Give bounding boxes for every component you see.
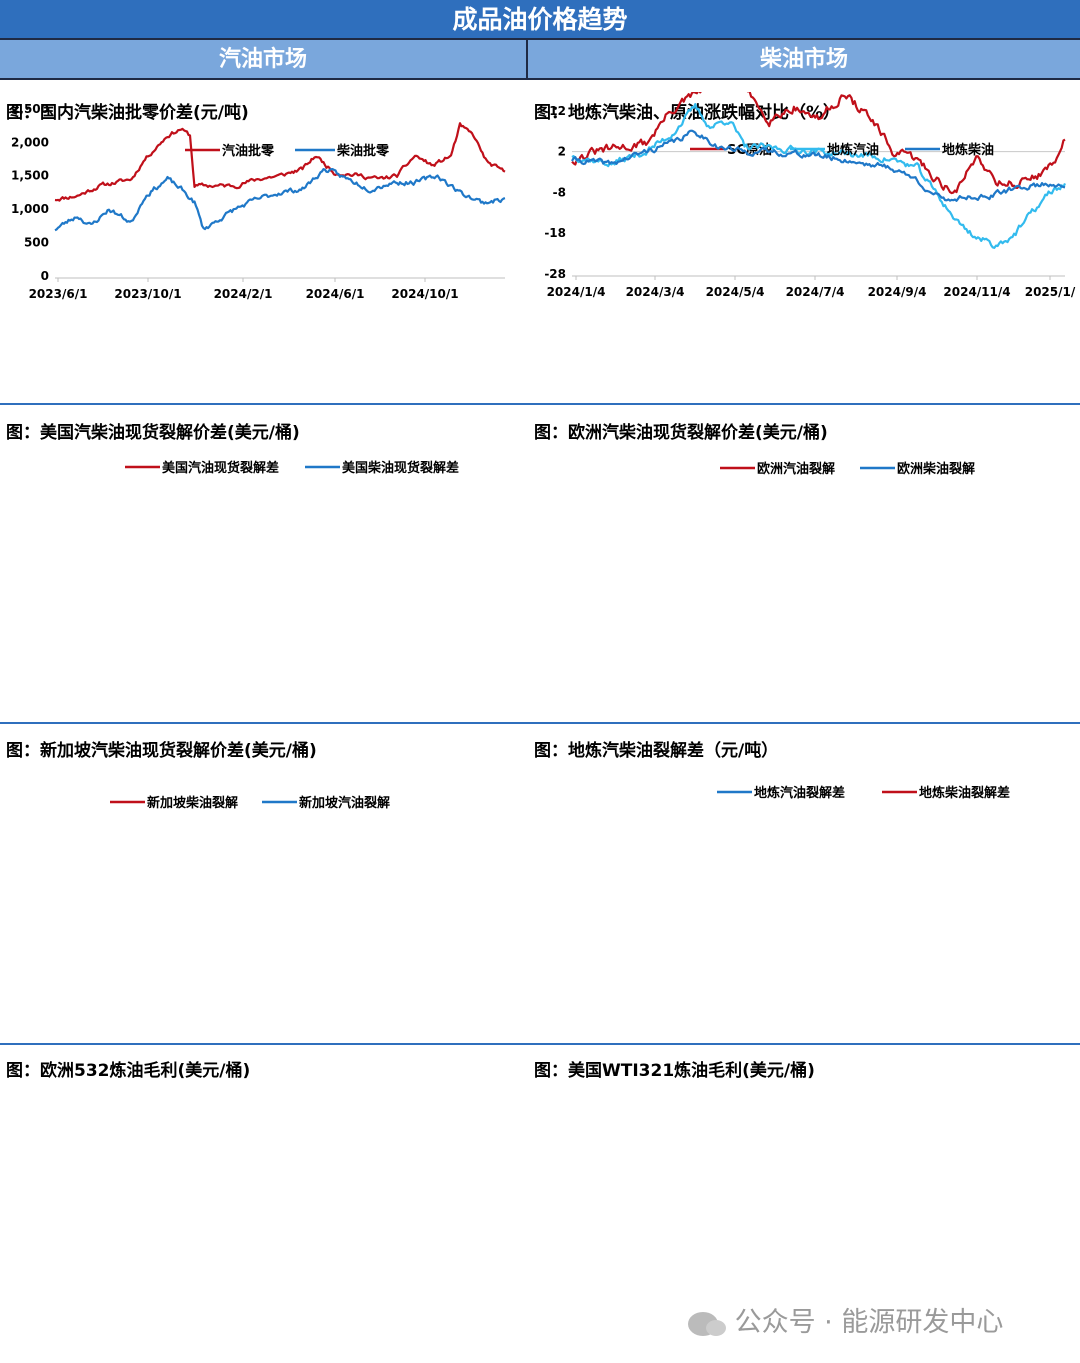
x-tick-label: 2024/7/4 [786, 285, 845, 299]
legend-label: 美国柴油现货裂解差 [342, 460, 459, 476]
chart-panel-c3: 图：美国汽柴油现货裂解价差(美元/桶) 01020304050602023/6/… [0, 412, 528, 720]
x-tick-label: 2024/2/1 [214, 287, 273, 301]
legend-label: 地炼汽油裂解差 [754, 785, 845, 801]
chart-title: 图：地炼汽柴油裂解差（元/吨） [534, 741, 779, 761]
watermark-text: 公众号 · 能源研发中心 [734, 1307, 1004, 1338]
y-tick-label: -8 [553, 185, 566, 199]
x-tick-label: 2024/11/4 [943, 285, 1010, 299]
y-tick-label: 12 [549, 104, 566, 118]
x-tick-label: 2024/5/4 [706, 285, 765, 299]
y-tick-label: 2,500 [11, 102, 49, 116]
divider [0, 722, 1080, 724]
chart-svg: (10)01020304050602023/6/12023/11/12024/4… [720, 461, 975, 477]
wechat-icon [688, 1311, 726, 1336]
chart-title: 图：国内汽柴油批零价差(元/吨) [6, 103, 249, 123]
legend-label: 欧洲柴油裂解 [897, 461, 975, 477]
x-tick-label: 2024/9/4 [868, 285, 927, 299]
legend-label: 新加坡柴油裂解 [147, 795, 238, 811]
x-tick-label: 2024/10/1 [391, 287, 458, 301]
series-line-2 [54, 167, 506, 232]
divider [0, 1043, 1080, 1045]
legend-label: 地炼柴油裂解差 [919, 785, 1010, 801]
chart-panel-c1: 图：国内汽柴油批零价差(元/吨) 0 500 1,000 1,500 2,000 2,50… [0, 92, 528, 402]
legend-label: 柴油批零 [336, 143, 390, 159]
section-header-diesel: 柴油市场 [528, 40, 1080, 80]
y-tick-label: 2 [558, 145, 566, 159]
chart-svg: 01020304050602023/6/22023/9/22023/12/220… [125, 460, 459, 476]
chart-panel-c6: 图：地炼汽柴油裂解差（元/吨） 05001,0001,5002,0002023/… [528, 730, 1080, 1042]
y-tick-label: 2,000 [11, 135, 49, 149]
chart-svg: 05001,0001,5002,0002023/6/102023/10/1020… [717, 785, 1010, 801]
legend-label: 地炼柴油 [942, 142, 994, 158]
x-tick-label: 2024/3/4 [626, 285, 685, 299]
chart-panel-c2: 图：地炼汽柴油、原油涨跌幅对比（%） -28-18-8212222024/1/4… [528, 92, 1080, 402]
chart-title: 图：美国WTI321炼油毛利(美元/桶) [534, 1061, 815, 1081]
y-tick-label: 1,500 [11, 169, 49, 183]
chart-panel-c4: 图：欧洲汽柴油现货裂解价差(美元/桶) (10)0102030405060202… [528, 412, 1080, 720]
y-tick-label: 0 [41, 269, 49, 283]
series-line-1 [54, 122, 506, 202]
chart-panel-c7: 图：欧洲532炼油毛利(美元/桶) 0510152025303540455020… [0, 1050, 528, 1363]
series-line-1 [571, 92, 1066, 195]
y-tick-label: -28 [544, 267, 566, 281]
y-tick-label: -18 [544, 226, 566, 240]
legend-label: 美国汽油现货裂解差 [162, 460, 279, 476]
section-header-gasoline: 汽油市场 [0, 40, 528, 80]
legend-label: 汽油批零 [222, 143, 275, 159]
y-tick-label: 500 [24, 236, 49, 250]
chart-panel-c5: 图：新加坡汽柴油现货裂解价差(美元/桶) (10)010203040502023… [0, 730, 528, 1042]
x-tick-label: 2025/1/ [1025, 285, 1076, 299]
x-tick-label: 2024/6/1 [306, 287, 365, 301]
series-line-3 [571, 129, 1066, 202]
chart-title: 图：欧洲532炼油毛利(美元/桶) [6, 1061, 251, 1081]
watermark: 公众号 · 能源研发中心 [688, 1300, 1003, 1339]
chart-svg: -28-18-8212222024/1/42024/3/42024/5/4202… [544, 92, 1076, 299]
y-tick-label: 1,000 [11, 202, 49, 216]
legend-label: 欧洲汽油裂解 [757, 461, 835, 477]
divider [0, 403, 1080, 405]
page-title: 成品油价格趋势 [0, 0, 1080, 40]
chart-title: 图：美国汽柴油现货裂解价差(美元/桶) [6, 423, 300, 443]
chart-svg: 05001,0001,5002,0002,5003,0003,5002023/6… [11, 102, 506, 301]
series-line-2 [571, 103, 1067, 249]
x-tick-label: 2024/1/4 [547, 285, 606, 299]
chart-svg: 051015202530354045502023/6/12023/9/12023… [0, 1050, 528, 1363]
legend-label: 新加坡汽油裂解 [299, 795, 390, 811]
chart-title: 图：欧洲汽柴油现货裂解价差(美元/桶) [534, 423, 828, 443]
legend-label: 地炼汽油 [827, 142, 879, 158]
chart-panel-c8: 图：美国WTI321炼油毛利(美元/桶) 01020304050602023/6… [528, 1050, 1080, 1363]
chart-svg: (10)010203040502023/6/12023/11/12024/4/1… [110, 795, 390, 811]
x-tick-label: 2023/6/1 [29, 287, 88, 301]
chart-title: 图：新加坡汽柴油现货裂解价差(美元/桶) [6, 741, 317, 761]
x-tick-label: 2023/10/1 [114, 287, 181, 301]
